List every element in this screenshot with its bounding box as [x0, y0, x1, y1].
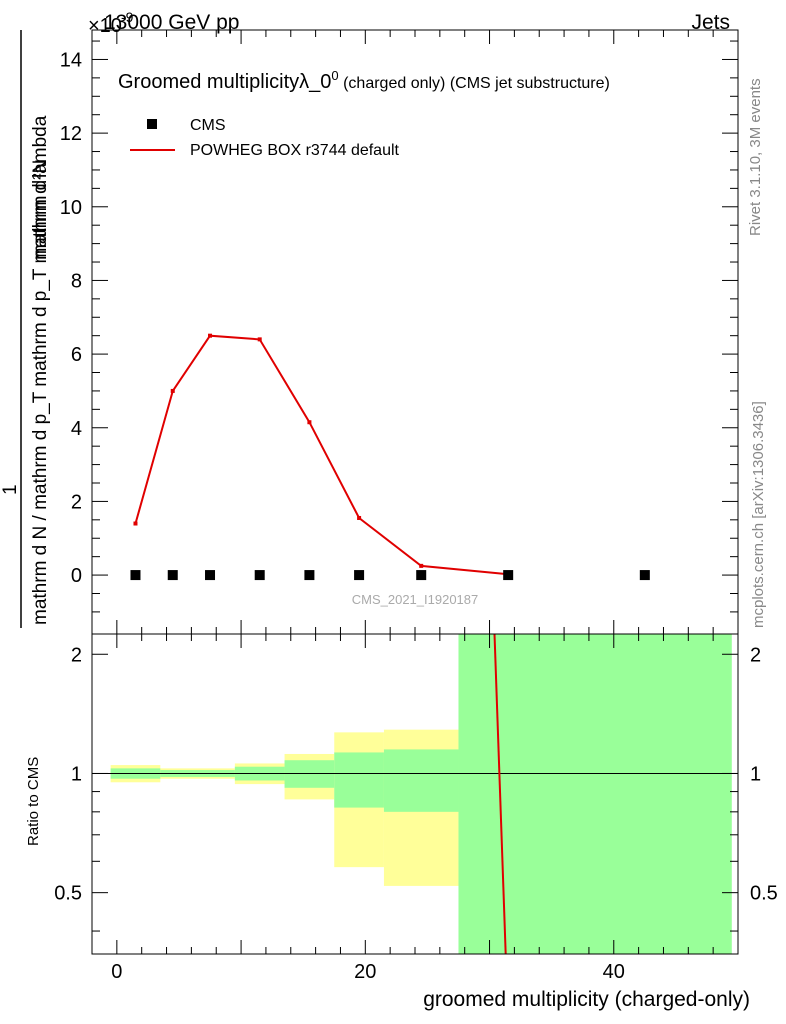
powheg-point — [208, 333, 213, 338]
ratio-ytick-label: 2 — [71, 644, 82, 666]
cms-point — [416, 570, 427, 581]
powheg-ratio-line — [493, 633, 507, 955]
jets-label: Jets — [691, 11, 730, 34]
powheg-line — [134, 334, 509, 576]
ratio-xtick-label: 20 — [354, 961, 376, 983]
cms-point — [503, 570, 514, 581]
main-ytick-label: 0 — [71, 565, 82, 587]
cms-point — [167, 570, 178, 581]
analysis-watermark: CMS_2021_I1920187 — [352, 592, 479, 607]
main-series — [130, 333, 650, 581]
main-y-ticks: 0 2 4 6 8 10 12 14 — [60, 40, 738, 613]
main-ytick-label: 10 — [60, 197, 82, 219]
energy-label: 13000 GeV pp — [104, 11, 239, 34]
ratio-ytick-label-right: 2 — [750, 644, 761, 666]
ratio-ytick-label: 1 — [71, 763, 82, 785]
ratio-y-title: Ratio to CMS — [25, 757, 42, 846]
mcplots-label: mcplots.cern.ch [arXiv:1306.3436] — [750, 401, 767, 628]
ratio-band-bin — [284, 760, 335, 788]
main-ytick-label: 4 — [71, 418, 82, 440]
chart-title: Groomed multiplicityλ_00 (charged only) … — [118, 68, 610, 93]
main-ytick-label: 12 — [60, 123, 82, 145]
ratio-band-bin — [334, 752, 384, 808]
powheg-point — [357, 515, 362, 520]
legend-cms-label: CMS — [190, 117, 226, 134]
main-plot-panel: 0 2 4 6 8 10 12 14 Groomed multiplicityλ_00 (ch… — [60, 29, 739, 635]
cms-point — [639, 570, 650, 581]
main-ytick-label: 8 — [71, 270, 82, 292]
powheg-point — [307, 420, 312, 425]
legend: CMS POWHEG BOX r3744 default — [130, 117, 400, 159]
ratio-bands — [92, 634, 738, 954]
main-y-axis-title: mathrm d N / mathrm d p_T mathrm d p_T m… — [0, 30, 51, 628]
cms-point — [205, 570, 216, 581]
ratio-y-ticks: 0.5 0.5 1 1 2 2 — [54, 644, 778, 932]
main-ytick-label: 14 — [60, 49, 82, 71]
ratio-series — [493, 633, 507, 955]
exponent-label: ×10 — [88, 15, 122, 37]
y-title-denominator: mathrm d N / mathrm d p_T mathrm d p_T m… — [30, 115, 51, 625]
ratio-band-bin — [383, 749, 459, 812]
y-title-numerator-1: 1 — [0, 484, 21, 495]
ratio-x-ticks: 0 20 40 — [111, 634, 714, 983]
ratio-ytick-label-right: 1 — [750, 763, 761, 785]
ratio-ytick-label-right: 0.5 — [750, 883, 778, 905]
main-x-ticks — [116, 30, 714, 634]
legend-cms-marker — [147, 119, 157, 129]
ratio-ytick-label: 0.5 — [54, 883, 82, 905]
cms-point — [304, 570, 315, 581]
cms-point — [254, 570, 265, 581]
cms-point — [130, 570, 141, 581]
powheg-point — [133, 521, 138, 526]
ratio-xtick-label: 40 — [603, 961, 625, 983]
legend-powheg-label: POWHEG BOX r3744 default — [190, 142, 400, 159]
ratio-plot-panel: 0.5 0.5 1 1 2 2 0 20 40 Ratio to CMS groomed mu… — [25, 633, 778, 1011]
x-axis-title: groomed multiplicity (charged-only) — [423, 988, 750, 1011]
main-ytick-label: 2 — [71, 491, 82, 513]
rivet-version-label: Rivet 3.1.10, 3M events — [747, 78, 764, 236]
cms-point — [354, 570, 365, 581]
ratio-xtick-label: 0 — [111, 961, 122, 983]
y-title-numerator-top: mathrm d²N — [30, 160, 51, 260]
exponent-power: -9 — [121, 9, 134, 25]
powheg-point — [257, 337, 262, 342]
powheg-point — [170, 388, 175, 393]
powheg-point — [419, 563, 424, 568]
main-ytick-label: 6 — [71, 344, 82, 366]
